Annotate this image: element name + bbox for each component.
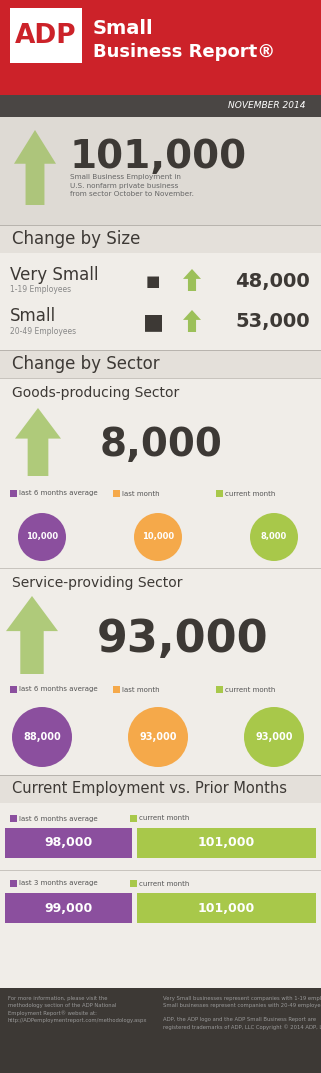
Text: 20-49 Employees: 20-49 Employees xyxy=(10,326,76,336)
Circle shape xyxy=(12,707,72,767)
Text: 101,000: 101,000 xyxy=(70,138,247,176)
Bar xyxy=(0,775,321,803)
Circle shape xyxy=(134,513,182,561)
Text: Very Small: Very Small xyxy=(10,266,99,284)
Text: current month: current month xyxy=(225,687,275,692)
Text: 88,000: 88,000 xyxy=(23,732,61,743)
Bar xyxy=(130,880,137,887)
Text: For more information, please visit the
methodology section of the ADP National
E: For more information, please visit the m… xyxy=(8,996,148,1023)
Text: ADP: ADP xyxy=(15,23,77,49)
Polygon shape xyxy=(14,130,56,205)
Bar xyxy=(0,988,321,1073)
Text: last 6 months average: last 6 months average xyxy=(19,490,98,497)
Bar xyxy=(10,686,17,693)
Bar xyxy=(0,95,321,117)
Text: current month: current month xyxy=(139,815,189,822)
Bar xyxy=(0,0,321,95)
Bar xyxy=(0,117,321,225)
Text: 10,000: 10,000 xyxy=(142,532,174,542)
Bar xyxy=(0,568,321,775)
Text: 93,000: 93,000 xyxy=(255,732,293,743)
Text: ■: ■ xyxy=(143,312,163,332)
Bar xyxy=(10,8,82,63)
Text: Small: Small xyxy=(93,18,154,38)
Text: 10,000: 10,000 xyxy=(26,532,58,542)
Bar xyxy=(216,686,223,693)
Bar xyxy=(0,803,321,988)
Text: Small Business Employment in
U.S. nonfarm private business
from sector October t: Small Business Employment in U.S. nonfar… xyxy=(70,175,194,197)
Text: Small: Small xyxy=(10,307,56,325)
Text: 8,000: 8,000 xyxy=(100,426,223,464)
Polygon shape xyxy=(183,269,201,291)
Bar xyxy=(216,490,223,497)
Polygon shape xyxy=(15,408,61,476)
Text: 48,000: 48,000 xyxy=(235,271,310,291)
Text: current month: current month xyxy=(225,490,275,497)
Text: 8,000: 8,000 xyxy=(261,532,287,542)
Bar xyxy=(113,490,120,497)
Bar xyxy=(10,815,17,822)
Bar xyxy=(130,815,137,822)
Text: last 6 months average: last 6 months average xyxy=(19,687,98,692)
Polygon shape xyxy=(6,596,58,674)
Text: Business Report®: Business Report® xyxy=(93,43,275,61)
Bar xyxy=(5,893,132,923)
Text: last month: last month xyxy=(122,490,160,497)
Text: 99,000: 99,000 xyxy=(44,901,93,914)
Bar xyxy=(10,490,17,497)
Text: NOVEMBER 2014: NOVEMBER 2014 xyxy=(228,102,305,111)
Bar xyxy=(137,893,316,923)
Bar xyxy=(0,378,321,568)
Text: 53,000: 53,000 xyxy=(235,312,310,332)
Text: Service-providing Sector: Service-providing Sector xyxy=(12,576,183,590)
Bar xyxy=(137,828,316,858)
Polygon shape xyxy=(183,310,201,332)
Text: ■: ■ xyxy=(146,274,160,289)
Text: Goods-producing Sector: Goods-producing Sector xyxy=(12,386,179,400)
Text: Very Small businesses represent companies with 1-19 employees.
Small businesses : Very Small businesses represent companie… xyxy=(163,996,321,1030)
Bar xyxy=(0,350,321,378)
Circle shape xyxy=(250,513,298,561)
Text: Change by Size: Change by Size xyxy=(12,230,140,248)
Text: 101,000: 101,000 xyxy=(198,837,255,850)
Bar xyxy=(0,253,321,350)
Text: 98,000: 98,000 xyxy=(44,837,93,850)
Text: 93,000: 93,000 xyxy=(139,732,177,743)
Text: Change by Sector: Change by Sector xyxy=(12,355,160,373)
Text: current month: current month xyxy=(139,881,189,886)
Text: Current Employment vs. Prior Months: Current Employment vs. Prior Months xyxy=(12,781,287,796)
Bar xyxy=(0,225,321,253)
Text: last month: last month xyxy=(122,687,160,692)
Circle shape xyxy=(244,707,304,767)
Bar xyxy=(10,880,17,887)
Text: 93,000: 93,000 xyxy=(97,618,269,661)
Circle shape xyxy=(18,513,66,561)
Bar xyxy=(113,686,120,693)
Text: 1-19 Employees: 1-19 Employees xyxy=(10,285,71,294)
Circle shape xyxy=(128,707,188,767)
Text: last 6 months average: last 6 months average xyxy=(19,815,98,822)
Bar xyxy=(5,828,132,858)
Text: last 3 months average: last 3 months average xyxy=(19,881,98,886)
Text: 101,000: 101,000 xyxy=(198,901,255,914)
